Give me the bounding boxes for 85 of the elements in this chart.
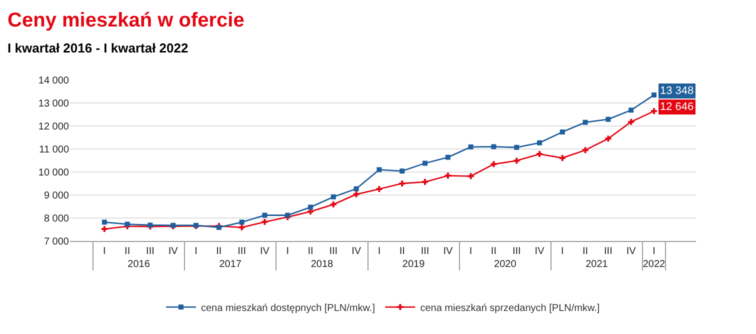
data-label: 12 646	[660, 101, 694, 113]
y-tick-label: 9 000	[44, 190, 70, 202]
x-tick-label: IV	[168, 246, 178, 257]
point	[628, 118, 634, 125]
x-tick-label: II	[399, 246, 405, 257]
point	[560, 129, 565, 134]
x-tick-label: I	[286, 246, 290, 257]
point	[514, 158, 520, 164]
legend-label: cena mieszkań dostępnych [PLN/mkw.]	[201, 302, 376, 314]
chart-subtitle: I kwartał 2016 - I kwartał 2022	[8, 40, 188, 56]
point	[285, 212, 290, 218]
x-tick-label: IV	[443, 246, 453, 257]
x-tick-label: I	[469, 246, 472, 257]
point	[628, 108, 634, 113]
x-tick-label: II	[308, 246, 314, 257]
point	[376, 167, 382, 172]
y-tick-label: 14 000	[38, 76, 70, 86]
x-tick-label: I	[561, 246, 564, 257]
text: 2016	[128, 259, 150, 270]
x-tick-label: III	[146, 246, 154, 257]
point	[537, 140, 542, 146]
y-tick-label: 7 000	[44, 236, 70, 248]
x-tick-label: I	[652, 246, 656, 257]
point	[262, 212, 268, 218]
text: 2022	[642, 259, 666, 270]
point	[652, 92, 656, 98]
point	[605, 136, 612, 142]
text: 2018	[310, 259, 334, 270]
x-tick-label: II	[216, 246, 222, 257]
x-tick-label: IV	[534, 246, 545, 257]
point	[400, 168, 405, 174]
point	[514, 144, 520, 150]
point	[354, 186, 359, 192]
point	[468, 173, 474, 180]
point	[239, 220, 244, 225]
point	[238, 224, 245, 230]
point	[490, 161, 497, 168]
point	[491, 144, 496, 150]
legend-label: cena mieszkań sprzedanych [PLN/mkw.]	[420, 302, 600, 314]
x-tick-label: II	[490, 246, 496, 257]
y-tick-label: 8 000	[44, 214, 70, 224]
point	[422, 178, 428, 185]
y-tick-label: 13 000	[38, 98, 70, 110]
point	[444, 172, 451, 179]
text: 2020	[494, 259, 517, 270]
chart-title: Ceny mieszkań w ofercie	[8, 10, 244, 32]
x-tick-label: III	[238, 246, 246, 257]
point	[353, 191, 360, 198]
point	[582, 120, 588, 125]
point	[582, 147, 588, 154]
x-tick-label: III	[329, 246, 338, 257]
y-tick-label: 12 000	[38, 122, 70, 132]
text: 2021	[586, 259, 608, 270]
x-tick-label: II	[582, 246, 588, 257]
x-tick-label: I	[103, 246, 106, 257]
point	[124, 222, 130, 227]
x-tick-label: IV	[626, 246, 636, 257]
point	[399, 180, 406, 186]
point	[330, 194, 336, 200]
point	[651, 108, 657, 114]
point	[536, 151, 543, 158]
text: 2019	[402, 259, 426, 270]
x-tick-label: IV	[260, 246, 270, 257]
point	[308, 204, 314, 210]
point	[330, 201, 336, 208]
point	[376, 186, 382, 192]
text: 2017	[219, 259, 242, 270]
point	[445, 154, 450, 160]
x-tick-label: III	[420, 246, 430, 257]
x-tick-label: II	[124, 246, 130, 257]
y-tick-label: 10 000	[38, 168, 70, 178]
point	[468, 144, 474, 150]
x-tick-label: I	[378, 246, 381, 257]
x-tick-label: III	[604, 246, 612, 257]
point	[262, 218, 268, 225]
point	[559, 154, 566, 161]
x-tick-label: III	[512, 246, 521, 257]
point	[102, 220, 107, 225]
point	[101, 226, 108, 232]
point	[606, 116, 611, 122]
data-label: 13 348	[660, 85, 694, 97]
x-tick-label: IV	[352, 246, 362, 257]
x-tick-label: I	[194, 246, 198, 257]
y-tick-label: 11 000	[39, 144, 70, 156]
point	[422, 160, 428, 166]
